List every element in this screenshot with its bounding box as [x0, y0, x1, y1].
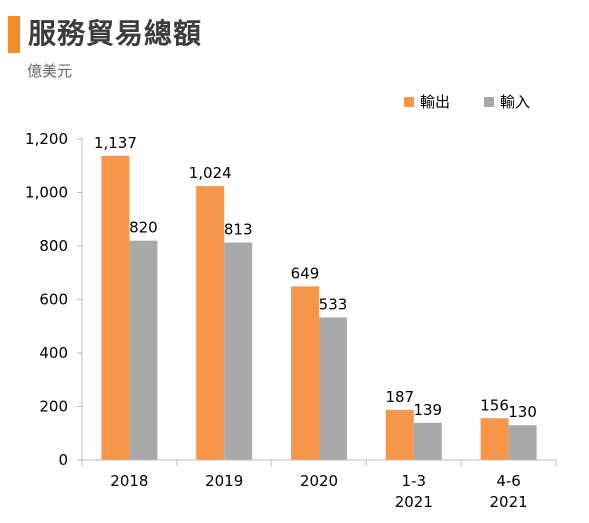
- x-tick-label: 2020: [300, 472, 338, 490]
- y-tick-label: 600: [39, 291, 68, 309]
- x-tick-label: 4-6: [496, 472, 521, 490]
- y-axis: 0 200 400 600 800 1,000 1,200: [25, 130, 83, 469]
- y-tick-label: 1,200: [25, 130, 68, 148]
- import-bar: [319, 317, 347, 460]
- x-axis: 2018 2019 2020 1-3 2021 4-6 2021: [81, 459, 557, 511]
- bars-group: [101, 155, 537, 461]
- import-bar: [508, 425, 537, 460]
- export-bar: [101, 155, 130, 461]
- export-bar: [291, 286, 319, 460]
- import-value-label: 813: [224, 221, 253, 239]
- chart-unit-subtitle: 億美元: [27, 62, 73, 80]
- y-tick-label: 400: [39, 344, 68, 362]
- chart-title: 服務貿易總額: [28, 17, 203, 50]
- import-value-label: 139: [413, 401, 442, 419]
- export-bar: [196, 186, 225, 460]
- chart-legend: 輸出 輸入: [404, 93, 530, 111]
- import-value-label: 820: [129, 219, 158, 237]
- legend-swatch-export: [404, 97, 414, 107]
- x-tick-label: 2021: [395, 493, 433, 511]
- legend-swatch-import: [484, 97, 494, 107]
- x-tick-label: 1-3: [402, 472, 427, 490]
- export-value-label: 649: [291, 264, 320, 282]
- x-tick-label: 2019: [205, 472, 243, 490]
- export-value-label: 187: [385, 388, 414, 406]
- export-value-label: 1,137: [94, 134, 137, 152]
- title-accent-bar: [8, 16, 20, 53]
- import-value-label: 130: [508, 403, 537, 421]
- y-tick-label: 1,000: [25, 184, 68, 202]
- export-bar: [480, 418, 509, 460]
- import-bar: [413, 422, 442, 460]
- y-tick-label: 200: [39, 398, 68, 416]
- import-bar: [224, 242, 253, 460]
- x-tick-label: 2021: [490, 493, 528, 511]
- export-bar: [385, 409, 414, 460]
- export-value-label: 1,024: [189, 164, 232, 182]
- export-value-label: 156: [480, 396, 509, 414]
- legend-label-export: 輸出: [420, 93, 450, 111]
- x-tick-label: 2018: [110, 472, 148, 490]
- y-tick-label: 800: [39, 237, 68, 255]
- import-value-label: 533: [319, 295, 348, 313]
- legend-label-import: 輸入: [500, 93, 530, 111]
- y-tick-label: 0: [58, 451, 68, 469]
- import-bar: [129, 240, 158, 460]
